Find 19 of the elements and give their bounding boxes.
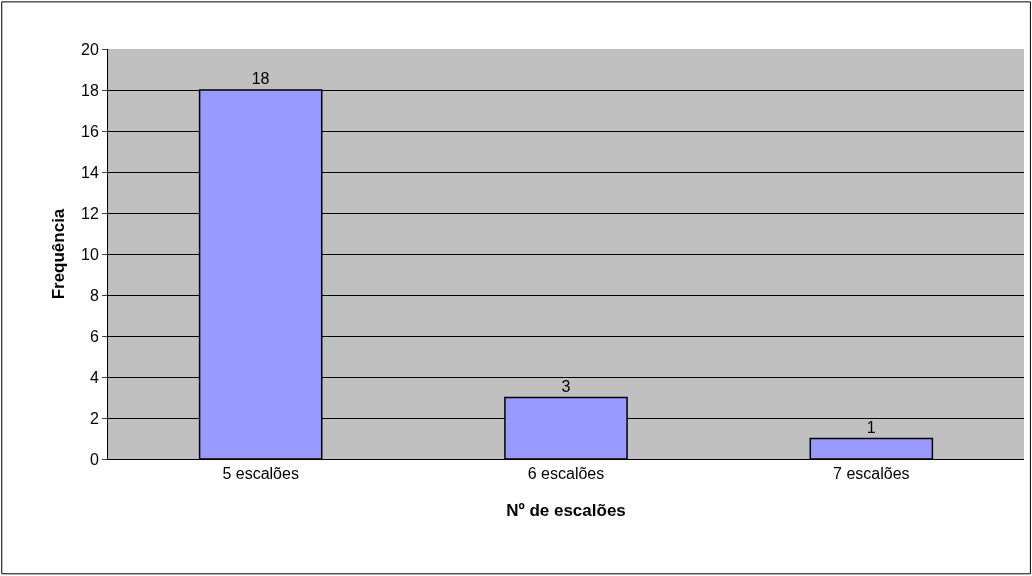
data-label: 3 bbox=[561, 377, 571, 395]
y-tick-label: 8 bbox=[89, 286, 99, 304]
y-tick-label: 4 bbox=[89, 368, 99, 386]
x-tick-label: 5 escalões bbox=[222, 465, 299, 483]
x-tick-label: 7 escalões bbox=[833, 465, 910, 483]
y-tick-label: 16 bbox=[81, 122, 99, 140]
y-tick-label: 10 bbox=[81, 245, 99, 263]
y-tick-label: 2 bbox=[89, 409, 99, 427]
y-tick-label: 0 bbox=[89, 450, 99, 468]
y-tick-label: 12 bbox=[81, 204, 99, 222]
y-tick-label: 6 bbox=[89, 327, 99, 345]
x-axis-title: Nº de escalões bbox=[506, 500, 626, 520]
y-tick-label: 18 bbox=[81, 81, 99, 99]
x-tick-label: 6 escalões bbox=[527, 465, 605, 483]
data-label: 18 bbox=[251, 70, 270, 87]
data-label: 1 bbox=[866, 418, 876, 436]
y-tick-label: 14 bbox=[81, 163, 99, 181]
y-tick-label: 20 bbox=[81, 40, 99, 58]
y-axis-title: Frequência bbox=[48, 208, 68, 300]
